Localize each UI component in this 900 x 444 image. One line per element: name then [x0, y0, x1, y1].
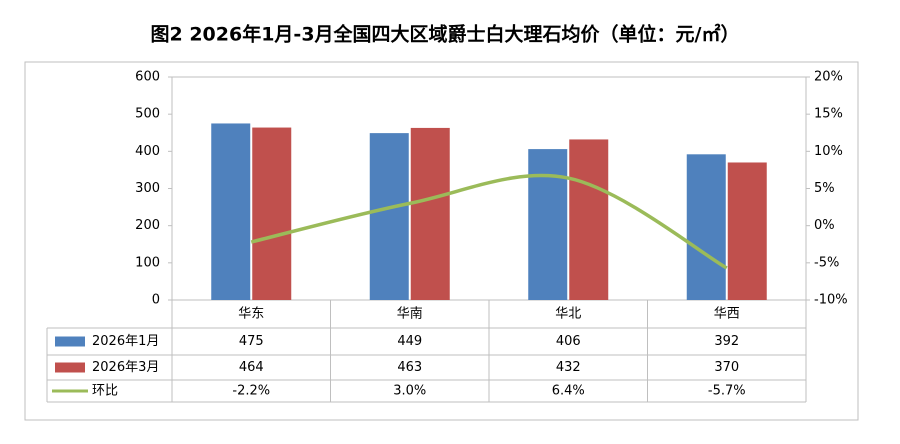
table-value: -5.7%: [708, 384, 746, 399]
table-value: 432: [556, 360, 581, 375]
y2-tick-label: 5%: [814, 181, 835, 196]
legend-label: 环比: [92, 384, 118, 399]
bar: [252, 127, 292, 301]
y2-tick-label: 15%: [814, 107, 843, 122]
x-tick-label: 华南: [397, 306, 423, 322]
legend-label: 2026年3月: [92, 360, 159, 375]
y-tick-label: 0: [152, 293, 160, 308]
table-value: 475: [239, 334, 264, 349]
chart-title: 图2 2026年1月-3月全国四大区域爵士白大理石均价（单位：元/㎡）: [151, 23, 740, 46]
table-value: 463: [397, 360, 422, 375]
line: [250, 173, 728, 270]
bar: [727, 162, 767, 300]
table-value: 406: [556, 334, 581, 349]
table-value: 449: [397, 334, 422, 349]
y2-tick-label: 20%: [814, 70, 843, 85]
y-tick-label: 500: [135, 107, 160, 122]
table-value: 370: [714, 360, 739, 375]
legend-swatch: [55, 336, 85, 347]
table-value: 6.4%: [552, 384, 585, 399]
legend-swatch: [55, 362, 85, 373]
y2-tick-label: -10%: [814, 293, 848, 308]
y2-tick-label: 0%: [814, 218, 835, 233]
bar: [528, 149, 568, 300]
bar: [569, 139, 609, 300]
y2-tick-label: 10%: [814, 144, 843, 159]
table-value: 464: [239, 360, 264, 375]
bar: [686, 154, 726, 300]
y-tick-label: 600: [135, 70, 160, 85]
x-tick-label: 华东: [238, 307, 264, 322]
table-value: 392: [714, 334, 739, 349]
y-tick-label: 100: [135, 255, 160, 270]
bar: [369, 133, 409, 300]
chart-frame: [24, 61, 859, 421]
y-tick-label: 300: [135, 181, 160, 196]
bar: [410, 127, 450, 300]
x-tick-label: 华北: [555, 307, 581, 322]
bar: [211, 123, 251, 300]
table-value: 3.0%: [393, 384, 426, 399]
x-tick-label: 华西: [714, 307, 740, 322]
table-value: -2.2%: [232, 384, 270, 399]
legend-label: 2026年1月: [92, 334, 159, 349]
y-tick-label: 400: [135, 144, 160, 159]
y2-tick-label: -5%: [814, 255, 839, 270]
y-tick-label: 200: [135, 218, 160, 233]
